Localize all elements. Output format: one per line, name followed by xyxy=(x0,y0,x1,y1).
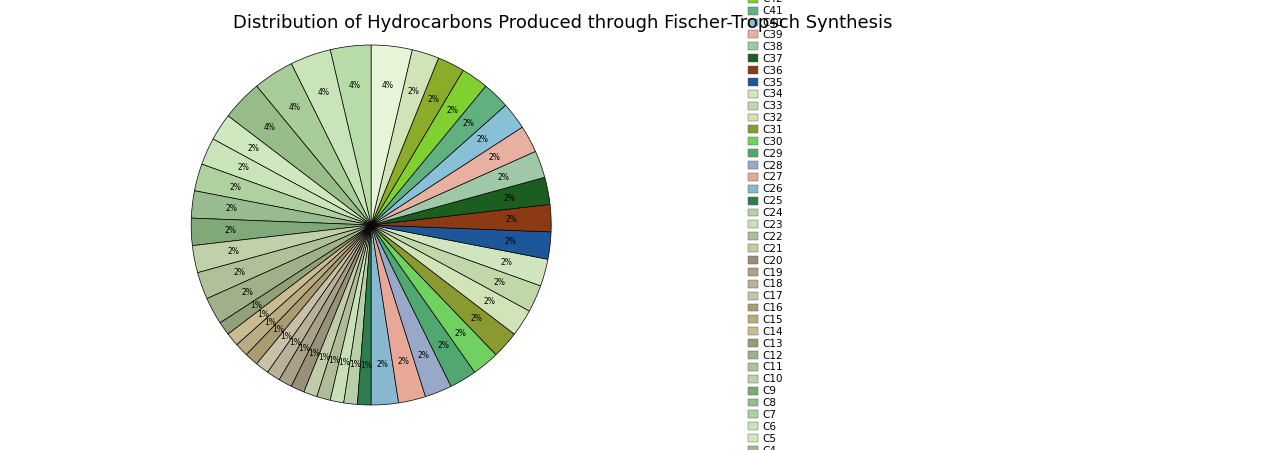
Text: 2%: 2% xyxy=(376,360,388,369)
Text: 2%: 2% xyxy=(504,237,517,246)
Text: 2%: 2% xyxy=(445,106,458,115)
Text: 1%: 1% xyxy=(360,361,371,370)
Wedge shape xyxy=(246,225,371,364)
Text: 1%: 1% xyxy=(349,360,361,369)
Text: 4%: 4% xyxy=(317,88,330,97)
Wedge shape xyxy=(371,151,545,225)
Wedge shape xyxy=(303,225,371,396)
Wedge shape xyxy=(344,225,371,405)
Text: 2%: 2% xyxy=(242,288,253,297)
Wedge shape xyxy=(317,225,371,400)
Text: 2%: 2% xyxy=(462,119,475,128)
Text: 2%: 2% xyxy=(237,163,250,172)
Text: 2%: 2% xyxy=(247,144,260,153)
Text: 1%: 1% xyxy=(257,310,269,319)
Text: 1%: 1% xyxy=(328,356,340,365)
Text: 1%: 1% xyxy=(338,358,351,367)
Text: 2%: 2% xyxy=(436,341,449,350)
Wedge shape xyxy=(371,70,485,225)
Wedge shape xyxy=(330,225,371,403)
Wedge shape xyxy=(371,105,522,225)
Wedge shape xyxy=(371,86,506,225)
Text: 2%: 2% xyxy=(493,278,506,287)
Wedge shape xyxy=(212,116,371,225)
Wedge shape xyxy=(257,225,371,372)
Wedge shape xyxy=(371,50,439,225)
Wedge shape xyxy=(192,225,371,273)
Text: 2%: 2% xyxy=(230,183,242,192)
Text: 2%: 2% xyxy=(225,226,237,235)
Text: 4%: 4% xyxy=(381,81,393,90)
Wedge shape xyxy=(371,225,398,405)
Wedge shape xyxy=(202,139,371,225)
Text: 2%: 2% xyxy=(489,153,500,162)
Wedge shape xyxy=(371,225,515,355)
Wedge shape xyxy=(197,225,371,299)
Text: 1%: 1% xyxy=(271,325,284,334)
Wedge shape xyxy=(371,225,552,259)
Wedge shape xyxy=(371,225,540,311)
Text: 2%: 2% xyxy=(503,194,515,203)
Text: 2%: 2% xyxy=(407,87,420,96)
Text: 1%: 1% xyxy=(307,349,320,358)
Text: 4%: 4% xyxy=(264,123,276,132)
Text: 2%: 2% xyxy=(506,215,517,224)
Text: 4%: 4% xyxy=(289,103,301,112)
Wedge shape xyxy=(357,225,371,405)
Wedge shape xyxy=(371,127,535,225)
Wedge shape xyxy=(220,225,371,334)
Legend: C45, C44, C43, C42, C41, C40, C39, C38, C37, C36, C35, C34, C33, C32, C31, C30, : C45, C44, C43, C42, C41, C40, C39, C38, … xyxy=(748,0,783,450)
Text: 2%: 2% xyxy=(428,94,439,104)
Text: 2%: 2% xyxy=(470,314,483,323)
Wedge shape xyxy=(371,225,475,386)
Text: 2%: 2% xyxy=(477,135,489,144)
Text: 2%: 2% xyxy=(233,268,244,277)
Wedge shape xyxy=(371,58,463,225)
Wedge shape xyxy=(371,225,497,372)
Text: 1%: 1% xyxy=(251,301,262,310)
Wedge shape xyxy=(330,45,371,225)
Wedge shape xyxy=(292,50,371,225)
Text: 4%: 4% xyxy=(349,81,361,90)
Wedge shape xyxy=(371,177,550,225)
Text: Distribution of Hydrocarbons Produced through Fischer-Tropsch Synthesis: Distribution of Hydrocarbons Produced th… xyxy=(233,14,893,32)
Text: 2%: 2% xyxy=(397,357,410,366)
Wedge shape xyxy=(257,64,371,225)
Text: 2%: 2% xyxy=(225,204,238,213)
Wedge shape xyxy=(191,218,371,246)
Wedge shape xyxy=(228,225,371,345)
Wedge shape xyxy=(228,86,371,225)
Wedge shape xyxy=(237,225,371,355)
Text: 2%: 2% xyxy=(483,297,495,306)
Wedge shape xyxy=(207,225,371,323)
Text: 2%: 2% xyxy=(228,247,239,256)
Wedge shape xyxy=(279,225,371,386)
Wedge shape xyxy=(371,225,451,396)
Text: 2%: 2% xyxy=(498,173,509,182)
Text: 1%: 1% xyxy=(298,344,310,353)
Text: 2%: 2% xyxy=(454,329,466,338)
Text: 1%: 1% xyxy=(317,353,330,362)
Wedge shape xyxy=(292,225,371,392)
Wedge shape xyxy=(371,225,530,334)
Text: 1%: 1% xyxy=(289,338,301,347)
Wedge shape xyxy=(191,191,371,225)
Text: 1%: 1% xyxy=(280,332,292,341)
Wedge shape xyxy=(371,204,552,232)
Wedge shape xyxy=(195,164,371,225)
Wedge shape xyxy=(371,225,548,286)
Wedge shape xyxy=(371,225,425,403)
Wedge shape xyxy=(268,225,371,380)
Wedge shape xyxy=(371,45,412,225)
Text: 1%: 1% xyxy=(264,318,276,327)
Text: 2%: 2% xyxy=(417,351,430,360)
Text: 2%: 2% xyxy=(500,258,512,267)
